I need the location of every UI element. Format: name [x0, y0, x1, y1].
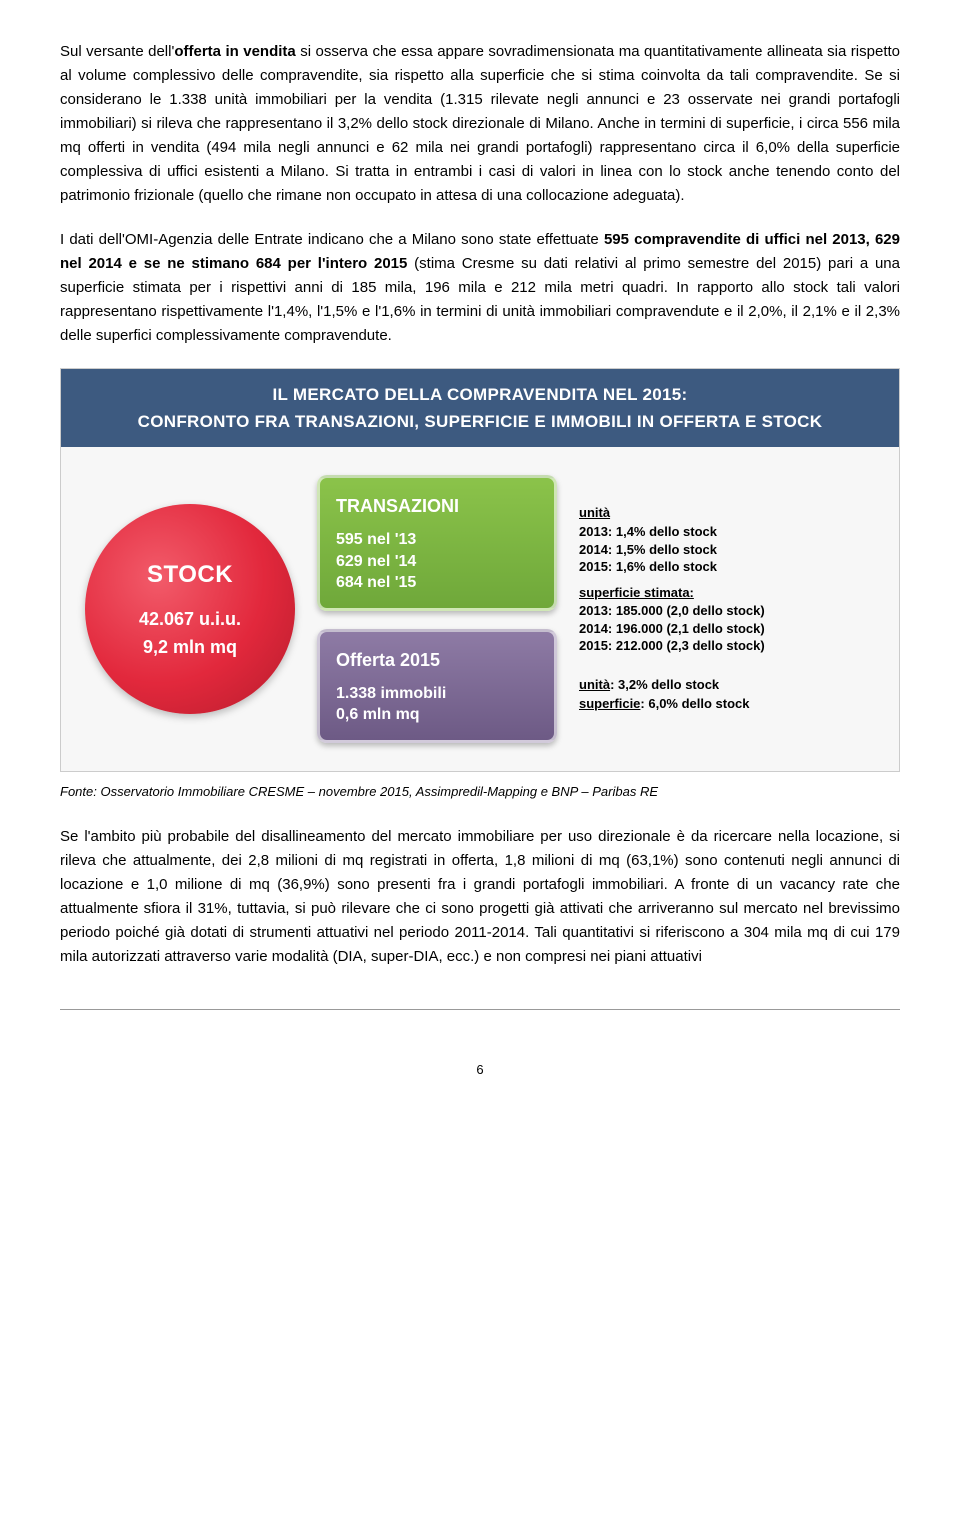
offerta-box: Offerta 2015 1.338 immobili 0,6 mln mq: [317, 629, 557, 743]
transazioni-line1: 595 nel '13: [336, 529, 538, 551]
detail-unita-label: unità: [579, 504, 875, 522]
detail-transazioni: unità 2013: 1,4% dello stock 2014: 1,5% …: [579, 504, 875, 654]
p2-intro: I dati dell'OMI-Agenzia delle Entrate in…: [60, 231, 604, 248]
detail-s2: 2014: 196.000 (2,1 dello stock): [579, 620, 875, 638]
transazioni-title: TRANSAZIONI: [336, 492, 538, 521]
detail-off-sup-label: superficie: [579, 696, 640, 711]
offerta-line2: 0,6 mln mq: [336, 704, 538, 726]
p1-intro: Sul versante dell': [60, 43, 174, 60]
detail-sup-label: superficie stimata:: [579, 584, 875, 602]
transazioni-line3: 684 nel '15: [336, 572, 538, 594]
transazioni-line2: 629 nel '14: [336, 551, 538, 573]
detail-off-unita-val: : 3,2% dello stock: [610, 677, 719, 692]
detail-u1: 2013: 1,4% dello stock: [579, 523, 875, 541]
detail-off-unita-label: unità: [579, 677, 610, 692]
infographic-header: IL MERCATO DELLA COMPRAVENDITA NEL 2015:…: [61, 369, 899, 447]
detail-s1: 2013: 185.000 (2,0 dello stock): [579, 602, 875, 620]
detail-off-sup-val: : 6,0% dello stock: [640, 696, 749, 711]
stock-value-1: 42.067 u.i.u.: [139, 605, 241, 634]
detail-s3: 2015: 212.000 (2,3 dello stock): [579, 637, 875, 655]
page-number: 6: [60, 1060, 900, 1081]
paragraph-3: Se l'ambito più probabile del disallinea…: [60, 825, 900, 969]
detail-u3: 2015: 1,6% dello stock: [579, 558, 875, 576]
details-column: unità 2013: 1,4% dello stock 2014: 1,5% …: [579, 504, 875, 713]
p1-bold: offerta in vendita: [174, 43, 295, 60]
boxes-column: TRANSAZIONI 595 nel '13 629 nel '14 684 …: [317, 475, 557, 743]
stock-title: STOCK: [147, 556, 233, 594]
infographic-container: IL MERCATO DELLA COMPRAVENDITA NEL 2015:…: [60, 368, 900, 772]
transazioni-box: TRANSAZIONI 595 nel '13 629 nel '14 684 …: [317, 475, 557, 611]
p1-rest: si osserva che essa appare sovradimensio…: [60, 43, 900, 204]
stock-value-2: 9,2 mln mq: [143, 633, 237, 662]
stock-circle: STOCK 42.067 u.i.u. 9,2 mln mq: [85, 504, 295, 714]
footer-rule: [60, 1009, 900, 1010]
infographic-body: STOCK 42.067 u.i.u. 9,2 mln mq TRANSAZIO…: [61, 447, 899, 771]
paragraph-1: Sul versante dell'offerta in vendita si …: [60, 40, 900, 208]
offerta-line1: 1.338 immobili: [336, 683, 538, 705]
header-line1: IL MERCATO DELLA COMPRAVENDITA NEL 2015:: [81, 381, 879, 408]
detail-u2: 2014: 1,5% dello stock: [579, 541, 875, 559]
header-line2: CONFRONTO FRA TRANSAZIONI, SUPERFICIE E …: [81, 408, 879, 435]
detail-offerta: unità: 3,2% dello stock superficie: 6,0%…: [579, 675, 875, 714]
offerta-title: Offerta 2015: [336, 646, 538, 675]
paragraph-2: I dati dell'OMI-Agenzia delle Entrate in…: [60, 228, 900, 348]
infographic-caption: Fonte: Osservatorio Immobiliare CRESME –…: [60, 782, 900, 803]
